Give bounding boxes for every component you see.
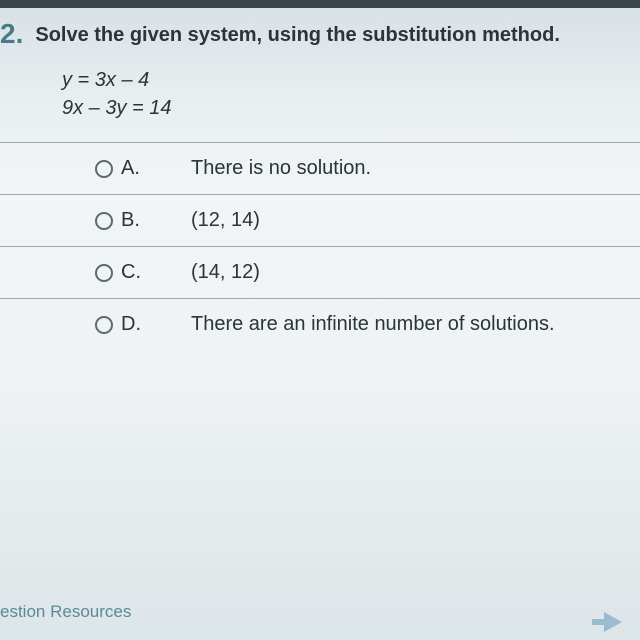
equations-block: y = 3x – 4 9x – 3y = 14 <box>0 66 640 142</box>
option-row-d[interactable]: D. There are an infinite number of solut… <box>0 299 640 350</box>
equation-2: 9x – 3y = 14 <box>62 94 640 122</box>
question-resources-link[interactable]: estion Resources <box>0 602 131 622</box>
radio-icon[interactable] <box>95 264 113 282</box>
option-row-b[interactable]: B. (12, 14) <box>0 195 640 247</box>
radio-icon[interactable] <box>95 160 113 178</box>
option-text: There is no solution. <box>191 157 371 180</box>
question-header: 2. Solve the given system, using the sub… <box>0 20 640 66</box>
option-row-a[interactable]: A. There is no solution. <box>0 143 640 195</box>
options-container: A. There is no solution. B. (12, 14) C. … <box>0 142 640 350</box>
option-text: (14, 12) <box>191 261 260 284</box>
radio-icon[interactable] <box>95 212 113 230</box>
option-row-c[interactable]: C. (14, 12) <box>0 247 640 299</box>
question-prompt: Solve the given system, using the substi… <box>35 20 560 47</box>
question-container: 2. Solve the given system, using the sub… <box>0 0 640 350</box>
radio-icon[interactable] <box>95 316 113 334</box>
equation-1: y = 3x – 4 <box>62 66 640 94</box>
option-letter: A. <box>121 157 191 180</box>
next-arrow-icon[interactable] <box>592 612 622 632</box>
option-text: (12, 14) <box>191 209 260 232</box>
top-border <box>0 0 640 8</box>
question-number: 2. <box>0 20 23 48</box>
option-letter: B. <box>121 209 191 232</box>
option-text: There are an infinite number of solution… <box>191 313 555 336</box>
option-letter: C. <box>121 261 191 284</box>
option-letter: D. <box>121 313 191 336</box>
